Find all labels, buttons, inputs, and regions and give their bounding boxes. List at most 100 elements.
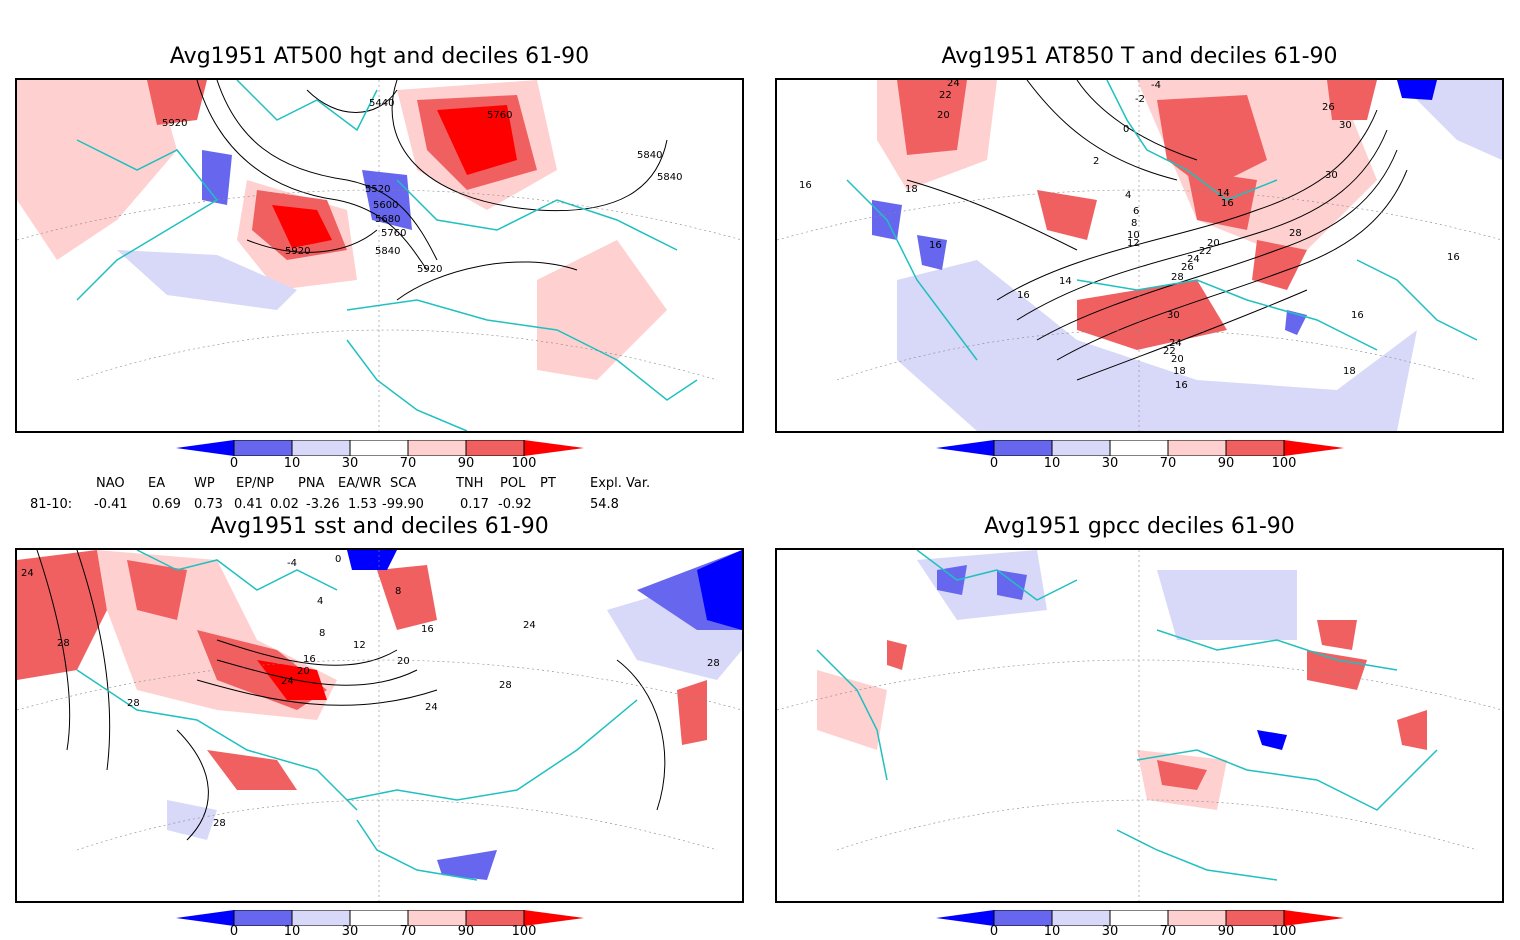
anomaly-red [1077, 280, 1227, 350]
sst-contours [36, 550, 666, 841]
contour-label: 12 [1127, 238, 1140, 249]
anomaly-light-blue [117, 250, 297, 310]
colorbar-tick: 0 [989, 456, 999, 471]
map-panel-gpcc [775, 548, 1504, 903]
colorbar-ticks-top-right: 0 10 30 70 90 100 [936, 456, 1346, 472]
contour-label: 28 [57, 638, 70, 649]
colorbar-tick: 10 [1043, 924, 1061, 939]
contour-label: 16 [1351, 310, 1364, 321]
contour-label: 28 [213, 818, 226, 829]
map-panel-t850: 24 22 20 -4 -2 0 2 4 6 8 10 12 14 16 18 … [775, 78, 1504, 433]
coastlines [76, 80, 698, 431]
index-value: -0.92 [498, 497, 532, 512]
colorbar-graphic [176, 439, 584, 457]
anomaly-red [1327, 80, 1377, 120]
index-value: 1.53 [348, 497, 377, 512]
colorbar-swatch [1226, 440, 1284, 456]
anomaly-red [677, 680, 707, 745]
index-table-row: 81-10: -0.41 0.69 0.73 0.41 0.02 -3.26 1… [0, 497, 760, 513]
contour-label: 16 [799, 180, 812, 191]
colorbar-ticks-top-left: 0 10 30 70 90 100 [176, 456, 586, 472]
contour-label: 18 [1173, 366, 1186, 377]
panel-title-gpcc: Avg1951 gpcc deciles 61-90 [984, 514, 1295, 539]
index-value: 0.73 [194, 497, 223, 512]
anomaly-dark-red [272, 205, 332, 248]
colorbar-swatch [1168, 910, 1226, 926]
colorbar-ticks-bottom-right: 0 10 30 70 90 100 [936, 924, 1346, 940]
map-t850: 24 22 20 -4 -2 0 2 4 6 8 10 12 14 16 18 … [777, 80, 1502, 431]
graticule [777, 550, 1502, 901]
coastlines [846, 80, 1478, 361]
colorbar-tick: 90 [1217, 924, 1235, 939]
contour-label: 24 [21, 568, 34, 579]
colorbar-graphic [176, 909, 584, 927]
colorbar-swatch [234, 910, 292, 926]
contour-label: 0 [1123, 124, 1129, 135]
contour-label: 22 [1163, 346, 1176, 357]
contour-label: 28 [1289, 228, 1302, 239]
colorbar-graphic [936, 909, 1344, 927]
contour-label: 22 [939, 90, 952, 101]
anomaly-red [1157, 95, 1267, 190]
contour-label: 12 [353, 640, 366, 651]
colorbar-tick: 90 [1217, 456, 1235, 471]
colorbar-swatch [408, 910, 466, 926]
anomaly-red [1307, 650, 1367, 690]
anomaly-light-blue [1397, 80, 1502, 160]
colorbar-swatch [1052, 910, 1110, 926]
contour-label: 24 [1169, 338, 1182, 349]
graticule [17, 80, 742, 431]
contour-label: 24 [947, 80, 960, 89]
contour-label: 20 [1207, 238, 1220, 249]
contour-label: 20 [937, 110, 950, 121]
colorbar-tick: 10 [1043, 456, 1061, 471]
coastlines [76, 550, 638, 881]
anomaly-red [17, 550, 107, 680]
colorbar-tick: 0 [989, 924, 999, 939]
anomaly-light-blue [897, 260, 1417, 431]
anomaly-dark-blue [1397, 80, 1437, 100]
anomaly-red [127, 560, 187, 620]
index-value: 0.69 [152, 497, 181, 512]
contour-labels: 24 22 20 -4 -2 0 2 4 6 8 10 12 14 16 18 … [799, 80, 1460, 391]
anomaly-dark-blue [347, 550, 397, 570]
contour-label: 26 [1322, 102, 1335, 113]
index-header: TNH [456, 476, 484, 491]
colorbar-ticks-bottom-left: 0 10 30 70 90 100 [176, 924, 586, 940]
contour-label: 5760 [487, 110, 512, 121]
index-value: 0.02 [270, 497, 299, 512]
contour-label: 5920 [285, 246, 310, 257]
contour-label: 4 [1125, 190, 1131, 201]
colorbar-swatch [1284, 910, 1344, 926]
colorbar-tick: 100 [1271, 924, 1297, 939]
map-gpcc [777, 550, 1502, 901]
colorbar-swatch [234, 440, 292, 456]
contour-label: 14 [1217, 188, 1230, 199]
colorbar-swatch [524, 910, 584, 926]
anomaly-light-red [17, 80, 177, 260]
contour-label: 20 [397, 656, 410, 667]
index-header: Expl. Var. [590, 476, 651, 491]
contour-label: 5920 [162, 118, 187, 129]
colorbar-bottom-left [176, 909, 586, 930]
index-header: PNA [298, 476, 325, 491]
anomaly-blue [937, 565, 967, 595]
contour-label: 30 [1325, 170, 1338, 181]
panel-title-t850: Avg1951 AT850 T and deciles 61-90 [941, 44, 1338, 69]
contour-label: 16 [1221, 198, 1234, 209]
coastlines [816, 550, 1438, 881]
graticule [777, 80, 1502, 431]
colorbar-tick: 90 [457, 924, 475, 939]
colorbar-tick: 30 [1101, 456, 1119, 471]
colorbar-swatch [292, 910, 350, 926]
contour-label: 14 [1059, 276, 1072, 287]
panel-title-hgt: Avg1951 AT500 hgt and deciles 61-90 [169, 44, 590, 69]
colorbar-swatch [466, 910, 524, 926]
contour-label: 8 [319, 628, 325, 639]
colorbar-swatch [292, 440, 350, 456]
colorbar-swatch [1052, 440, 1110, 456]
temperature-contours [906, 80, 1408, 381]
contour-label: 20 [1171, 354, 1184, 365]
anomaly-dark-blue [1257, 730, 1287, 750]
map-panel-sst: 24 28 28 4 8 12 16 20 24 16 20 24 28 28 … [15, 548, 744, 903]
